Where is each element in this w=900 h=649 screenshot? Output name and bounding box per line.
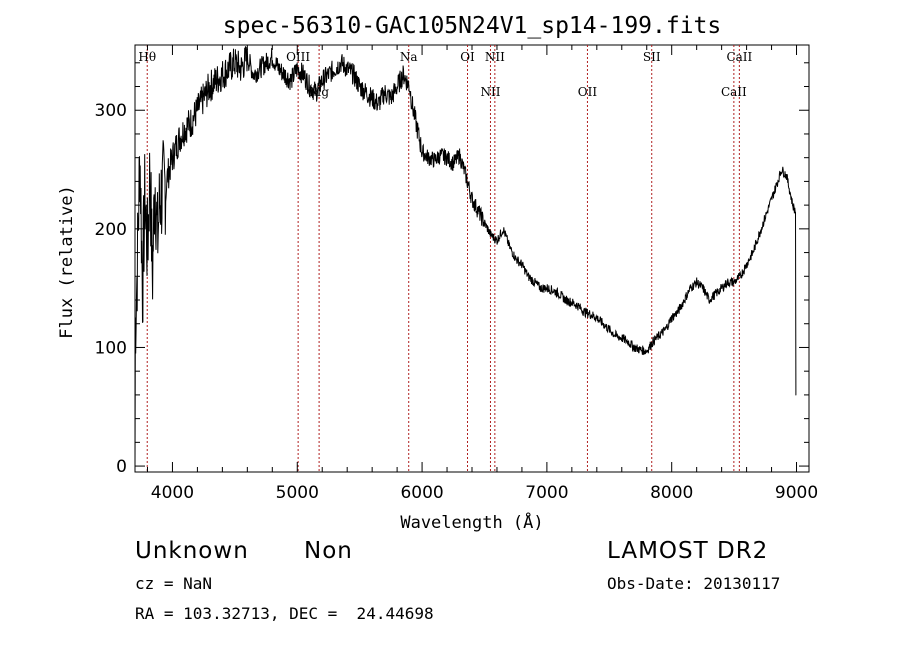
x-tick-label: 6000 (400, 483, 443, 503)
x-axis: 4000 5000 6000 7000 8000 9000 (146, 45, 818, 503)
coordinates: RA = 103.32713, DEC = 24.44698 (135, 604, 434, 623)
x-tick-label: 5000 (276, 483, 319, 503)
x-tick-label: 4000 (151, 483, 194, 503)
emission-line-label: Hθ (138, 50, 156, 64)
emission-line-label: CaII (721, 85, 747, 99)
redshift-cz: cz = NaN (135, 574, 213, 593)
object-class: Unknown (135, 538, 249, 564)
y-axis-label: Flux (relative) (57, 185, 77, 339)
emission-line-label: NII (480, 85, 500, 99)
emission-line-label: CaII (726, 50, 752, 64)
object-subclass: Non (304, 538, 353, 564)
chart-title: spec-56310-GAC105N24V1_sp14-199.fits (223, 13, 722, 39)
x-tick-label: 9000 (775, 483, 818, 503)
x-axis-label: Wavelength (Å) (400, 511, 543, 533)
emission-line-label: NII (485, 50, 505, 64)
x-tick-label: 8000 (650, 483, 693, 503)
observation-date: Obs-Date: 20130117 (607, 574, 781, 593)
survey-name: LAMOST DR2 (607, 538, 769, 564)
y-axis: 0 100 200 300 (95, 62, 809, 477)
x-tick-label: 7000 (525, 483, 568, 503)
emission-line-markers (146, 45, 740, 472)
y-tick-label: 300 (95, 101, 127, 121)
spectrum-series-line (134, 46, 797, 467)
emission-line-label: SII (643, 50, 661, 64)
emission-line-label: Na (400, 50, 418, 64)
y-tick-label: 100 (95, 338, 127, 358)
emission-line-label: OII (578, 85, 598, 99)
y-tick-label: 200 (95, 220, 127, 240)
y-tick-label: 0 (116, 457, 127, 477)
emission-line-label: OIII (286, 50, 310, 64)
emission-line-label: OI (460, 50, 475, 64)
plot-frame (134, 44, 810, 473)
